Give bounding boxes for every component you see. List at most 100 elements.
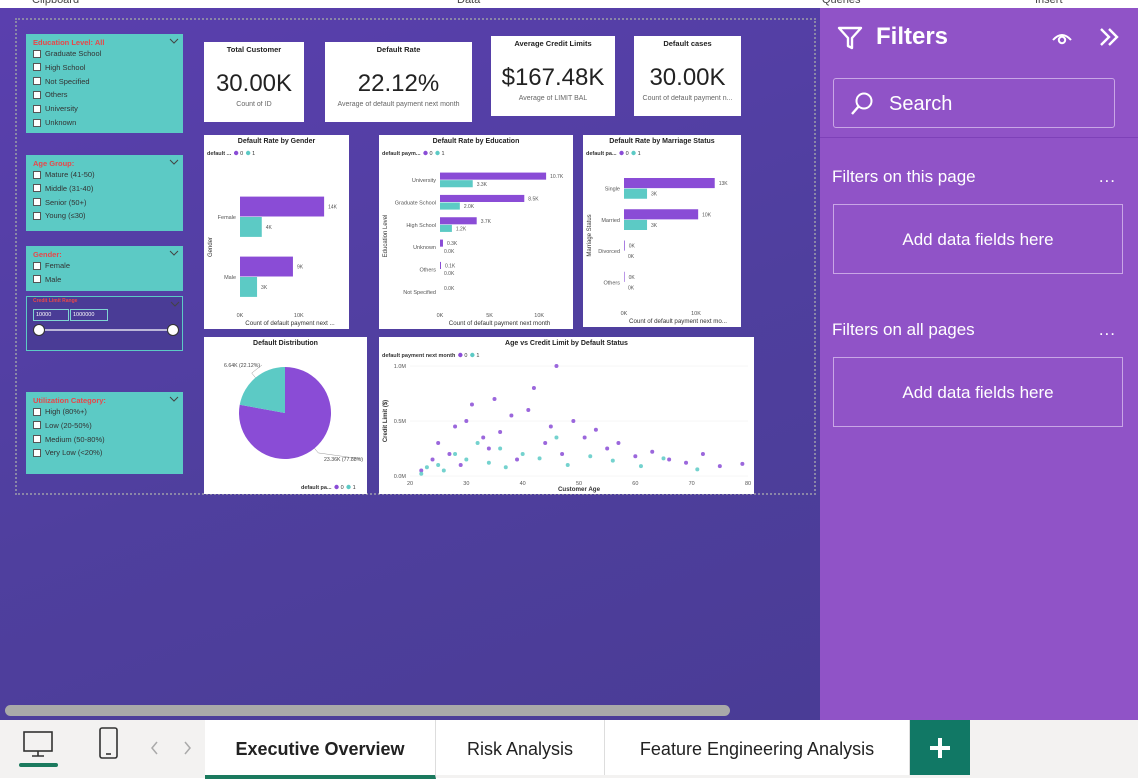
bar: [624, 209, 699, 220]
card-title: Default Rate: [376, 45, 421, 54]
slicer-item[interactable]: Mature (41-50): [33, 170, 95, 179]
slider-handle[interactable]: [167, 324, 179, 336]
legend-label: 0: [464, 353, 467, 359]
slicer-item[interactable]: High (80%+): [33, 407, 87, 416]
data-label: 13K: [719, 181, 729, 187]
card-title: Default cases: [663, 39, 712, 48]
eye-icon[interactable]: [1050, 26, 1074, 50]
bar: [440, 217, 477, 225]
slicer-item-label: Unknown: [45, 118, 77, 127]
expand-icon[interactable]: [169, 159, 179, 165]
scatter-point: [543, 441, 548, 445]
checkbox: [33, 90, 41, 99]
slicer-item[interactable]: Graduate School: [33, 49, 101, 58]
chart-title: Default Rate by Gender: [238, 138, 316, 145]
expand-icon[interactable]: [169, 250, 179, 256]
scatter-point: [419, 471, 424, 476]
scatter-point: [633, 454, 638, 459]
category-label: University: [412, 178, 436, 184]
add-page-button[interactable]: [910, 720, 970, 775]
page-tab-active[interactable]: Executive Overview: [205, 720, 436, 779]
y-tick-label: 0.0M: [394, 474, 407, 480]
slicer-item[interactable]: Very Low (<20%): [33, 448, 102, 457]
legend-marker: [435, 150, 440, 156]
scrollbar[interactable]: [5, 705, 730, 716]
slicer-item[interactable]: Others: [33, 90, 68, 99]
scatter-point: [571, 419, 576, 423]
scatter-point: [464, 457, 469, 462]
category-label: Divorced: [598, 249, 620, 255]
legend-label: 0: [430, 151, 433, 157]
slicer-item[interactable]: Female: [33, 261, 70, 270]
search-box[interactable]: Search: [833, 78, 1115, 128]
scatter-point: [531, 386, 536, 390]
category-label: Married: [601, 218, 620, 224]
page-tab[interactable]: Risk Analysis: [436, 720, 605, 775]
slicer-item[interactable]: Medium (50-80%): [33, 435, 105, 444]
checkbox: [33, 435, 41, 444]
slicer-title: Age Group:: [33, 159, 75, 168]
scatter-point: [464, 419, 469, 423]
slicer-item[interactable]: Not Specified: [33, 77, 90, 86]
checkbox: [33, 407, 41, 416]
slicer-item[interactable]: Young (≤30): [33, 211, 86, 220]
scatter-point: [453, 452, 458, 456]
slicer-item[interactable]: Middle (31-40): [33, 184, 93, 193]
data-label: 0.0K: [444, 249, 455, 255]
chart-visual: Age vs Credit Limit by Default Status def…: [379, 337, 754, 494]
chevron: [169, 38, 179, 44]
page-tab[interactable]: Feature Engineering Analysis: [605, 720, 910, 775]
slider-handle[interactable]: [33, 324, 45, 336]
slicer-item[interactable]: University: [33, 104, 78, 113]
filter-icon: [837, 26, 863, 50]
chart-visual: Default Rate by Marriage Status default p…: [583, 135, 741, 327]
range-max-input[interactable]: 1000000: [70, 309, 108, 321]
filters-pane: Filters Search Filters on this page ... …: [820, 8, 1138, 720]
drop-zone[interactable]: Add data fields here: [833, 357, 1123, 427]
tab-scroll-arrows[interactable]: [148, 738, 198, 758]
expand-icon[interactable]: [169, 396, 179, 402]
bar: [440, 239, 443, 247]
slicer-item[interactable]: Unknown: [33, 118, 76, 127]
leader-line: [314, 448, 363, 460]
x-tick-label: 60: [632, 481, 638, 487]
mobile-view-icon[interactable]: [96, 726, 122, 762]
slicer-item[interactable]: Low (20-50%): [33, 421, 92, 430]
checkbox: [33, 104, 41, 113]
category-label: Not Specified: [403, 290, 436, 296]
scatter-point: [453, 424, 458, 429]
slicer-item-label: Not Specified: [45, 76, 90, 86]
more-options[interactable]: ...: [1098, 167, 1116, 186]
expand-icon[interactable]: [170, 301, 180, 307]
data-label: 10.7K: [550, 174, 564, 180]
scatter-point: [498, 430, 503, 434]
slicer-item-label: High School: [45, 62, 86, 72]
slicer: Age Group: Mature (41-50) Middle (31-40) Se…: [26, 155, 183, 231]
scatter-point: [486, 446, 491, 451]
scatter-point: [509, 413, 514, 418]
drop-zone[interactable]: Add data fields here: [833, 204, 1123, 274]
scatter-point: [700, 452, 705, 456]
slicer-item[interactable]: Male: [33, 275, 61, 284]
scatter-point: [526, 408, 531, 412]
slicer-item[interactable]: High School: [33, 63, 85, 72]
section-title: Filters on all pages: [832, 320, 975, 339]
expand-icon[interactable]: [169, 38, 179, 44]
collapse-icon[interactable]: [1096, 24, 1122, 50]
bar: [240, 196, 325, 217]
legend-label: 1: [442, 151, 445, 157]
desktop-view-icon[interactable]: [18, 728, 60, 770]
chart-visual: Default Distribution 23.36K (77.88%) 6.64K…: [204, 337, 367, 494]
legend-label: 0: [240, 151, 243, 157]
slicer: Gender: Female Male: [26, 246, 183, 291]
card-label: Average of LIMIT BAL: [518, 95, 588, 102]
leader-line: [251, 364, 263, 378]
scatter-point: [560, 452, 565, 456]
x-axis-title: Count of default payment next month: [449, 320, 551, 327]
legend-title: default pa...: [586, 151, 617, 157]
more-options[interactable]: ...: [1098, 320, 1116, 339]
range-min-input[interactable]: 10000: [33, 309, 69, 321]
slicer-item[interactable]: Senior (50+): [33, 198, 86, 207]
scatter-point: [588, 454, 593, 459]
